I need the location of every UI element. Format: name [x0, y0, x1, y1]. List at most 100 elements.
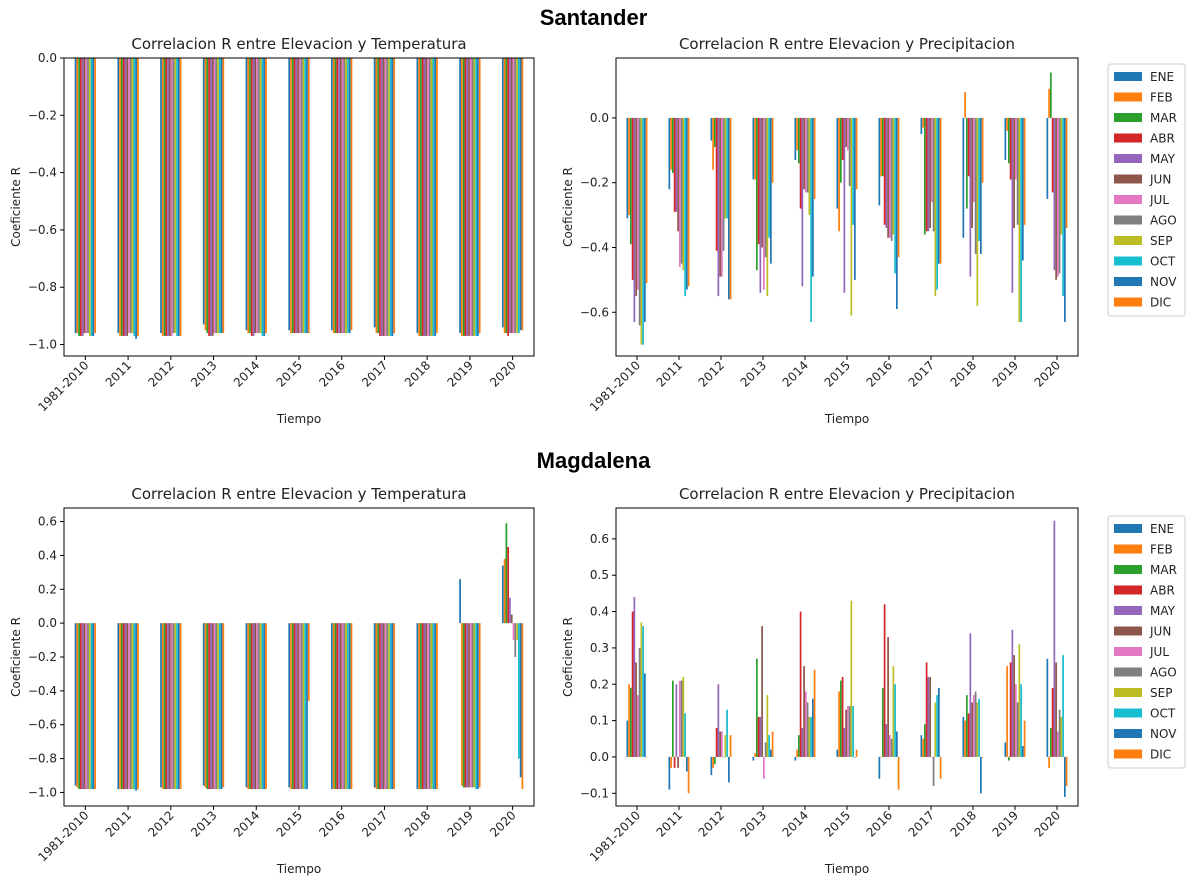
- bar-jun-2012: [719, 731, 721, 757]
- legend-swatch-feb: [1114, 544, 1142, 554]
- bar-oct-1981-2010: [642, 117, 644, 345]
- bar-abr-2015: [293, 58, 296, 334]
- bar-oct-2014: [261, 58, 264, 336]
- bar-dic-2015: [307, 58, 310, 334]
- bar-nov-2017: [391, 58, 394, 336]
- bar-ene-2012: [710, 117, 713, 141]
- bar-sep-2019: [473, 58, 476, 336]
- bar-jun-2019: [468, 58, 470, 336]
- bar-ago-2012: [172, 58, 175, 334]
- bar-dic-2020: [521, 623, 524, 790]
- bar-oct-1981-2010: [642, 626, 644, 757]
- bar-jun-2018: [971, 117, 973, 229]
- bar-feb-2014: [796, 749, 798, 757]
- bar-mar-2017: [377, 58, 380, 334]
- bar-dic-1981-2010: [645, 756, 648, 758]
- bar-sep-2020: [516, 623, 518, 641]
- bar-jul-2019: [1015, 684, 1017, 757]
- x-tick-label: 2017: [359, 358, 390, 389]
- bar-mar-2019: [462, 623, 465, 788]
- bar-may-1981-2010: [633, 597, 636, 757]
- bar-abr-2018: [421, 623, 424, 790]
- x-tick-label: 2013: [738, 358, 769, 389]
- legend-label-may: MAY: [1150, 152, 1176, 166]
- x-tick-label: 2015: [274, 358, 305, 389]
- bar-abr-2012: [165, 623, 168, 790]
- bar-feb-2015: [290, 623, 292, 790]
- bar-ago-2015: [848, 706, 851, 757]
- bar-jul-2016: [889, 735, 891, 757]
- bar-jun-1981-2010: [635, 662, 637, 757]
- bar-jun-2014: [254, 623, 257, 790]
- legend-label-jun: JUN: [1149, 625, 1171, 639]
- bar-jun-2013: [211, 623, 214, 790]
- legend-label-ago: AGO: [1150, 214, 1177, 228]
- bar-oct-2013: [218, 58, 221, 334]
- bar-mar-2014: [798, 117, 800, 164]
- legend-swatch-jun: [1114, 626, 1142, 636]
- bar-ene-1981-2010: [74, 623, 77, 786]
- bar-feb-2020: [503, 58, 506, 334]
- x-tick-label: 2015: [822, 808, 853, 839]
- bar-may-2011: [675, 684, 678, 757]
- y-tick-label: −0.4: [580, 240, 609, 254]
- legend-swatch-jun: [1114, 174, 1142, 184]
- bar-feb-2012: [161, 623, 164, 790]
- bar-ene-2016: [331, 623, 333, 790]
- bar-mar-2020: [1050, 72, 1052, 118]
- bar-ene-2018: [962, 117, 965, 238]
- y-tick-label: 0.0: [38, 51, 57, 65]
- legend-swatch-abr: [1114, 133, 1142, 143]
- x-tick-label: 2012: [145, 808, 176, 839]
- bar-may-2013: [209, 58, 212, 336]
- bar-nov-2018: [434, 58, 437, 336]
- y-tick-label: 0.0: [590, 111, 609, 125]
- y-tick-label: 0.4: [590, 605, 609, 619]
- bar-ene-2013: [752, 756, 755, 761]
- x-tick-label: 2014: [231, 808, 262, 839]
- bar-sep-2018: [976, 117, 979, 306]
- y-tick-label: 0.0: [38, 616, 57, 630]
- bar-nov-2015: [306, 58, 308, 334]
- bar-ago-1981-2010: [638, 117, 641, 326]
- legend-label-nov: NOV: [1150, 275, 1177, 289]
- bar-ene-2017: [920, 735, 923, 757]
- bar-feb-2014: [247, 58, 250, 334]
- x-axis-label: Tiempo: [276, 412, 321, 426]
- bar-ene-2012: [160, 623, 162, 788]
- bar-jul-2014: [805, 691, 807, 757]
- bar-dic-2018: [981, 756, 984, 758]
- legend-swatch-ene: [1114, 524, 1142, 533]
- bar-may-2015: [843, 117, 846, 293]
- bar-sep-2012: [174, 58, 177, 334]
- bar-sep-2013: [217, 58, 219, 334]
- bar-nov-2020: [519, 623, 522, 778]
- bar-ene-2011: [117, 58, 120, 334]
- bar-feb-2017: [922, 738, 924, 757]
- bar-may-2017: [380, 623, 383, 790]
- y-tick-label: 0.6: [590, 532, 609, 546]
- bar-mar-2014: [798, 735, 800, 757]
- bar-nov-2014: [812, 698, 814, 757]
- bar-ene-1981-2010: [626, 720, 629, 757]
- bar-ago-2019: [471, 623, 474, 788]
- y-tick-label: −0.8: [28, 280, 57, 294]
- y-axis-label: Coeficiente R: [9, 167, 23, 247]
- legend-label-nov: NOV: [1150, 727, 1177, 741]
- bar-feb-2017: [375, 623, 378, 790]
- bar-may-2012: [717, 684, 720, 757]
- bar-dic-2017: [939, 756, 942, 779]
- bar-oct-1981-2010: [90, 58, 93, 336]
- x-tick-label: 2015: [274, 808, 305, 839]
- bar-feb-2020: [1048, 88, 1050, 118]
- bar-jul-1981-2010: [85, 58, 88, 334]
- bar-oct-1981-2010: [90, 623, 93, 790]
- bar-nov-2019: [477, 623, 479, 790]
- bar-mar-1981-2010: [630, 687, 632, 757]
- legend-swatch-oct: [1114, 708, 1142, 718]
- bar-jun-2019: [1013, 117, 1015, 229]
- bar-mar-2015: [291, 623, 294, 790]
- bar-may-2018: [969, 117, 972, 277]
- bar-abr-2018: [967, 117, 970, 177]
- bar-abr-1981-2010: [80, 58, 82, 336]
